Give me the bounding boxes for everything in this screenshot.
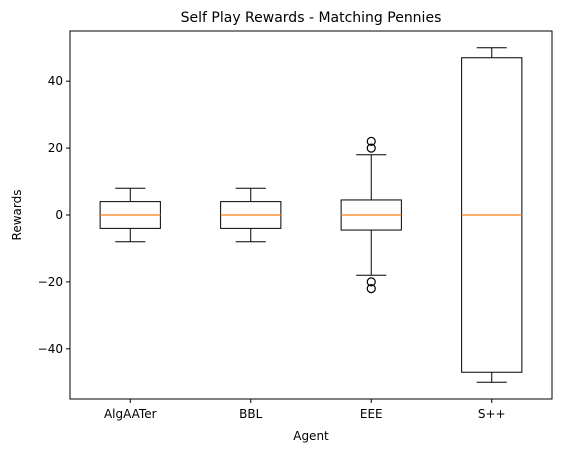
y-tick-label: −20 bbox=[38, 275, 63, 289]
x-axis-label: Agent bbox=[293, 429, 329, 443]
y-tick-label: 0 bbox=[55, 208, 63, 222]
y-axis-label: Rewards bbox=[10, 190, 24, 241]
x-tick-label: AlgAATer bbox=[104, 407, 157, 421]
chart-title: Self Play Rewards - Matching Pennies bbox=[181, 10, 442, 26]
y-tick-label: −40 bbox=[38, 342, 63, 356]
x-tick-label: EEE bbox=[360, 407, 383, 421]
x-tick-label: BBL bbox=[239, 407, 262, 421]
y-tick-label: 20 bbox=[48, 141, 63, 155]
y-tick-label: 40 bbox=[48, 74, 63, 88]
x-tick-label: S++ bbox=[478, 407, 506, 421]
